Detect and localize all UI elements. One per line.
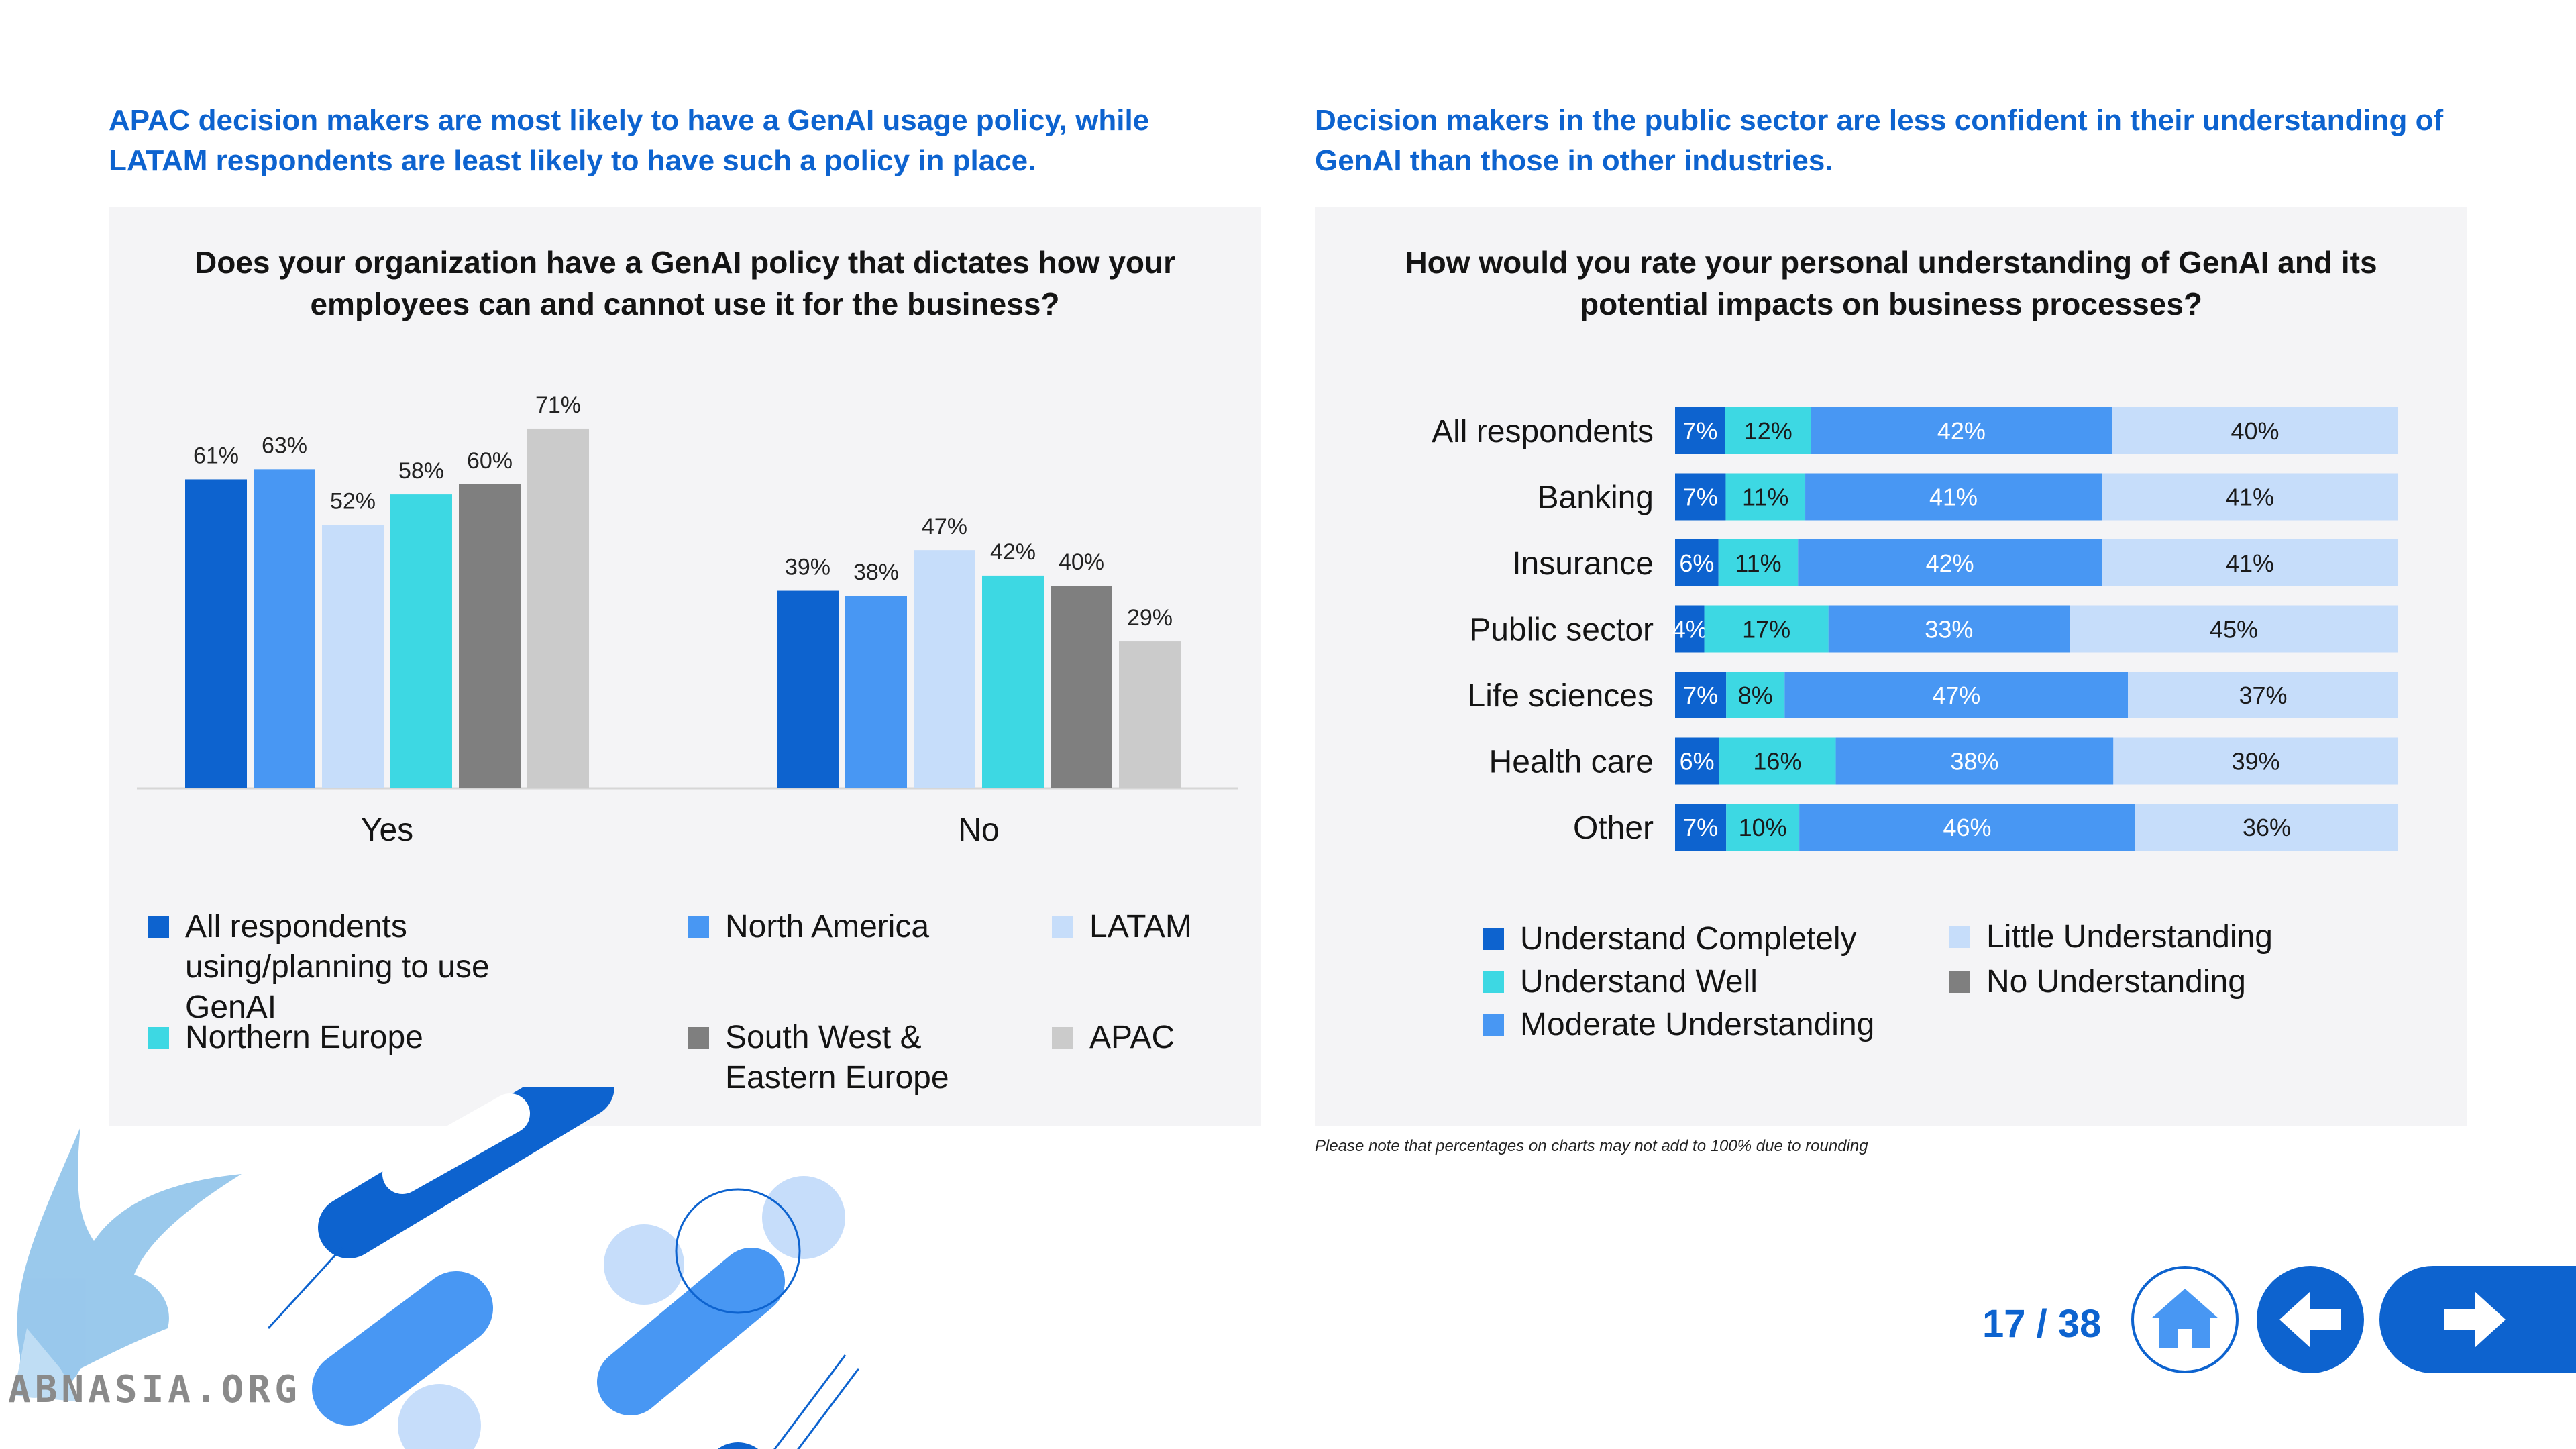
griffin-logo: [13, 1127, 241, 1402]
arrow-left-icon: [2279, 1291, 2341, 1348]
bar-no-3: [982, 575, 1044, 788]
bar-no-2: [914, 550, 975, 788]
bar-yes-5: [527, 428, 589, 788]
bar-value-label: 38%: [853, 559, 899, 585]
category-label-no: No: [958, 812, 999, 848]
bar-value-label: 40%: [1059, 549, 1104, 575]
legend-swatch: [1949, 926, 1970, 948]
home-icon: [2151, 1289, 2218, 1348]
legend-swatch: [1052, 1027, 1073, 1049]
next-page-button[interactable]: [2378, 1265, 2576, 1375]
legend-label: North America: [725, 909, 930, 945]
legend-label: Understand Well: [1520, 964, 1758, 1000]
bar-yes-1: [254, 469, 315, 788]
legend-label: Little Understanding: [1986, 919, 2273, 955]
legend-swatch: [1483, 1014, 1504, 1036]
bar-value-label: 63%: [262, 433, 307, 458]
bar-value-label: 61%: [193, 443, 239, 468]
left-chart-title: Does your organization have a GenAI poli…: [194, 245, 1176, 321]
legend-swatch: [1949, 971, 1970, 993]
bar-yes-4: [459, 484, 521, 788]
decorative-shapes: ABNASIA.ORG: [8, 1087, 860, 1449]
legend-label: LATAM: [1089, 909, 1192, 945]
legend-swatch: [1483, 971, 1504, 993]
pill-shapes: [267, 1087, 860, 1449]
right-chart-title: How would you rate your personal underst…: [1405, 245, 2377, 321]
right-headline: Decision makers in the public sector are…: [1315, 104, 2444, 177]
page-indicator: 17 / 38: [1982, 1302, 2102, 1346]
legend-label: All respondents using/planning to use Ge…: [185, 909, 490, 1025]
arrow-right-icon: [2444, 1291, 2506, 1348]
legend-label: South West & Eastern Europe: [725, 1020, 949, 1095]
legend-swatch: [148, 1027, 169, 1049]
bar-no-4: [1051, 586, 1112, 788]
category-label-yes: Yes: [361, 812, 413, 848]
bar-value-label: 71%: [535, 392, 581, 418]
bar-no-1: [845, 596, 907, 788]
bar-value-label: 29%: [1127, 605, 1173, 631]
bar-yes-2: [322, 525, 384, 788]
legend-swatch: [688, 1027, 709, 1049]
home-button[interactable]: [2130, 1265, 2241, 1375]
legend-label: Moderate Understanding: [1520, 1007, 1875, 1042]
bar-value-label: 58%: [398, 458, 444, 484]
legend-label: No Understanding: [1986, 964, 2246, 1000]
legend-swatch: [688, 916, 709, 938]
right-chart-panel: [1315, 207, 2467, 1126]
watermark-text: ABNASIA.ORG: [8, 1368, 301, 1411]
legend-label: Northern Europe: [185, 1020, 423, 1055]
bar-value-label: 42%: [990, 539, 1036, 565]
left-headline: APAC decision makers are most likely to …: [109, 104, 1150, 177]
bar-value-label: 47%: [922, 514, 967, 539]
bar-value-label: 60%: [467, 448, 513, 474]
bar-value-label: 39%: [785, 555, 830, 580]
previous-page-button[interactable]: [2255, 1265, 2366, 1375]
legend-swatch: [1052, 916, 1073, 938]
bar-no-0: [777, 590, 839, 788]
bar-value-label: 52%: [330, 488, 376, 514]
legend-swatch: [148, 916, 169, 938]
legend-label: Understand Completely: [1520, 921, 1857, 957]
footnote: Please note that percentages on charts m…: [1315, 1137, 1868, 1155]
legend-swatch: [1483, 928, 1504, 950]
bar-yes-0: [185, 479, 247, 788]
bar-yes-3: [390, 494, 452, 788]
bar-no-5: [1119, 641, 1181, 788]
legend-label: APAC: [1089, 1020, 1175, 1055]
